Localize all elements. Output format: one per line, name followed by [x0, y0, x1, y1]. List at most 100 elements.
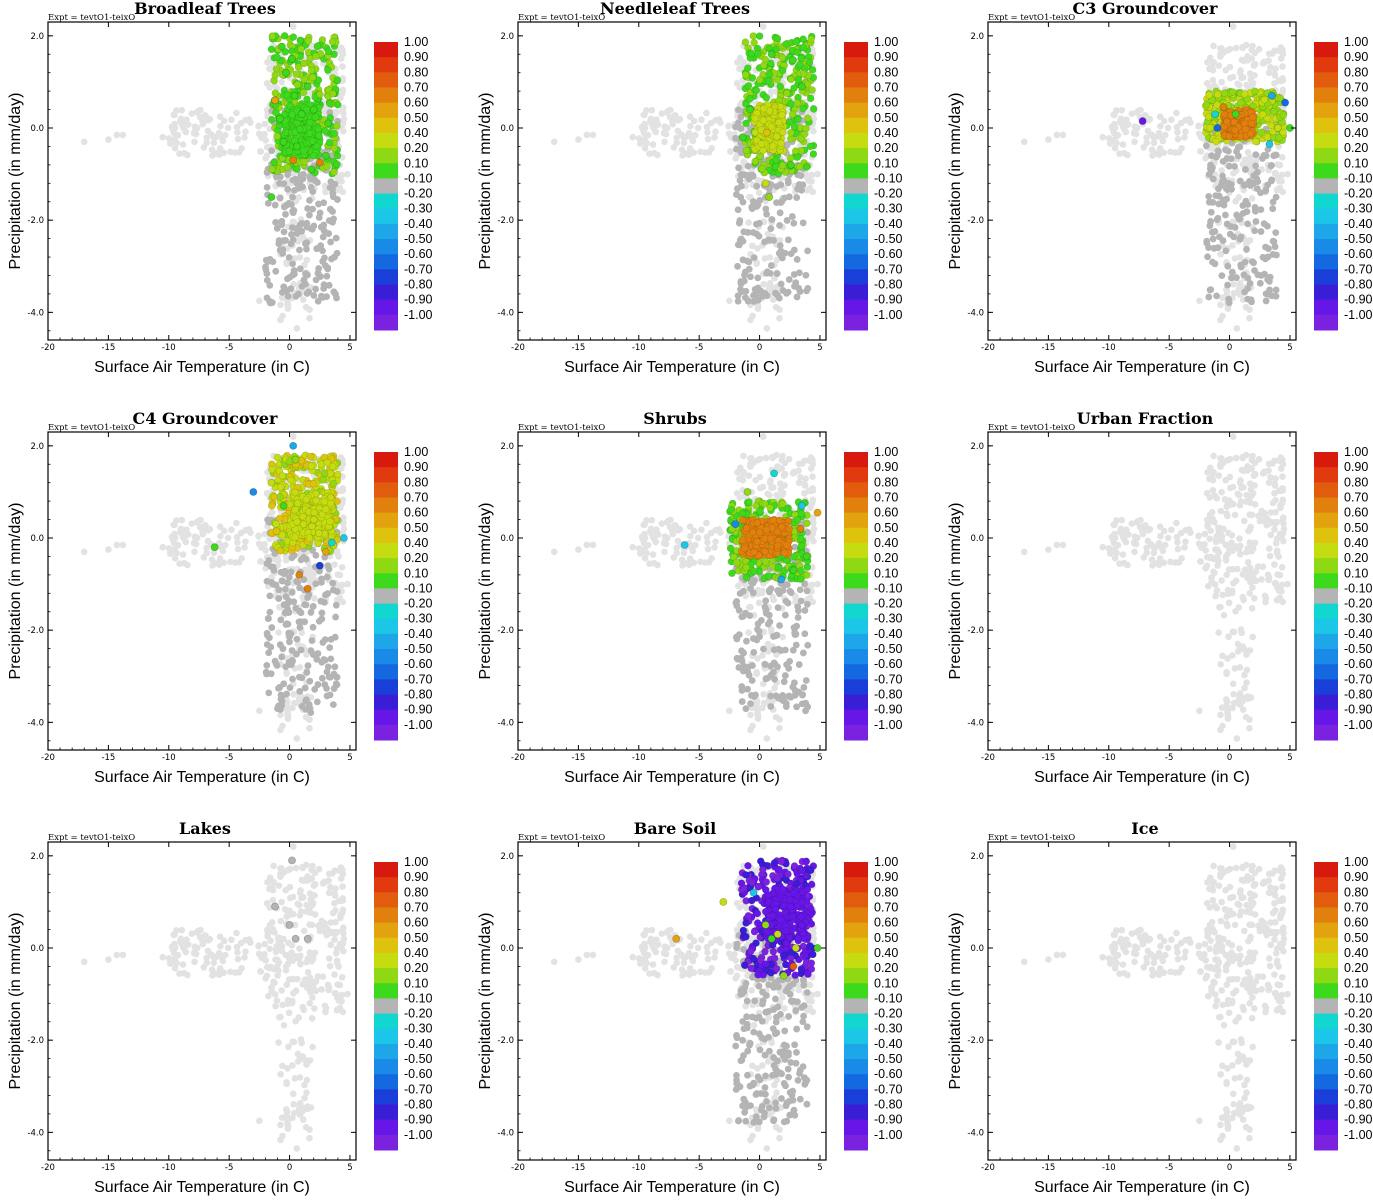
- background-point: [1118, 120, 1126, 128]
- background-point: [1259, 60, 1267, 67]
- cluster-point: [1213, 101, 1221, 109]
- core-point: [296, 125, 304, 133]
- background-point: [1272, 169, 1279, 177]
- neutral-point: [289, 260, 296, 268]
- neutral-point: [1202, 142, 1210, 150]
- colorbar-label: 0.70: [874, 80, 898, 94]
- background-point: [736, 65, 743, 73]
- highlight-point: [797, 82, 806, 91]
- cluster-point: [324, 66, 332, 74]
- cluster-point: [330, 144, 338, 153]
- background-point: [703, 123, 711, 131]
- cluster-point: [1275, 133, 1283, 142]
- colorbar-label: 0.20: [404, 141, 428, 155]
- neutral-point: [291, 186, 298, 194]
- neutral-point: [326, 691, 334, 699]
- neutral-point: [304, 594, 311, 601]
- background-point: [207, 131, 215, 138]
- neutral-point: [263, 560, 271, 567]
- plot-frame: [47, 21, 357, 341]
- colorbar-label: -0.10: [404, 171, 433, 185]
- background-point: [698, 116, 705, 124]
- neutral-point: [749, 198, 757, 205]
- neutral-point: [1203, 237, 1211, 245]
- neutral-point: [763, 210, 770, 218]
- background-point: [1144, 117, 1152, 124]
- cluster-point: [787, 128, 795, 137]
- neutral-point: [756, 196, 764, 204]
- core-point: [1246, 129, 1255, 138]
- neutral-point: [299, 183, 307, 191]
- neutral-point: [318, 674, 326, 682]
- background-point: [1157, 122, 1164, 130]
- colorbar: 1.000.900.800.700.600.500.400.200.10-0.1…: [374, 35, 433, 331]
- neutral-point: [313, 245, 321, 253]
- background-point: [291, 255, 299, 262]
- highlight-point: [279, 501, 288, 510]
- cluster-point: [793, 99, 801, 107]
- highlight-point: [249, 487, 258, 496]
- cluster-point: [273, 453, 282, 462]
- colorbar-swatch: [374, 314, 398, 331]
- background-point: [179, 141, 187, 148]
- background-point: [1272, 65, 1279, 72]
- background-point: [290, 691, 297, 698]
- neutral-point: [320, 227, 328, 235]
- background-point: [1250, 62, 1258, 70]
- background-point: [690, 117, 698, 125]
- background-point: [279, 722, 286, 730]
- neutral-point: [315, 265, 323, 272]
- background-point: [1275, 47, 1283, 54]
- background-point: [257, 148, 265, 155]
- cluster-point: [1258, 110, 1267, 119]
- neutral-point: [333, 681, 341, 689]
- neutral-point: [278, 653, 286, 661]
- cluster-point: [268, 115, 276, 124]
- x-tick-label: -5: [1165, 343, 1173, 353]
- background-point: [1246, 70, 1254, 77]
- background-point: [1168, 116, 1175, 124]
- background-point: [219, 137, 227, 145]
- cluster-point: [278, 471, 287, 480]
- highlight-point: [1273, 124, 1282, 132]
- colorbar-label: 0.80: [874, 65, 898, 79]
- background-point: [1150, 139, 1158, 147]
- neutral-point: [1256, 279, 1264, 287]
- background-point: [694, 124, 702, 132]
- background-point: [1236, 280, 1244, 287]
- background-point: [234, 129, 241, 136]
- neutral-point: [1233, 274, 1240, 282]
- background-point: [178, 516, 186, 524]
- cluster-point: [309, 479, 318, 488]
- neutral-point: [281, 567, 289, 575]
- background-point: [113, 131, 121, 139]
- cluster-point: [324, 47, 333, 56]
- background-point: [680, 139, 688, 147]
- background-point: [1111, 144, 1119, 152]
- neutral-point: [1241, 288, 1249, 296]
- neutral-point: [1261, 255, 1269, 263]
- highlight-point: [309, 515, 318, 524]
- neutral-point: [1244, 201, 1252, 208]
- neutral-point: [1264, 181, 1271, 189]
- cluster-point: [283, 163, 292, 172]
- colorbar-swatch: [1314, 223, 1338, 240]
- neutral-point: [304, 205, 312, 212]
- neutral-point: [278, 217, 286, 225]
- cluster-point: [268, 32, 277, 40]
- cluster-point: [1251, 87, 1259, 96]
- background-point: [338, 581, 346, 589]
- background-point: [344, 170, 351, 178]
- highlight-point: [339, 534, 348, 542]
- cluster-point: [304, 37, 313, 45]
- background-point: [1118, 106, 1126, 114]
- colorbar-swatch: [844, 223, 868, 240]
- neutral-point: [1215, 200, 1223, 208]
- neutral-point: [776, 209, 784, 217]
- colorbar-swatch: [374, 72, 398, 88]
- background-point: [707, 119, 715, 127]
- colorbar: 1.000.900.800.700.600.500.400.200.10-0.1…: [844, 35, 903, 331]
- background-point: [1255, 45, 1263, 53]
- neutral-point: [1272, 292, 1280, 300]
- colorbar-swatch: [1314, 163, 1338, 179]
